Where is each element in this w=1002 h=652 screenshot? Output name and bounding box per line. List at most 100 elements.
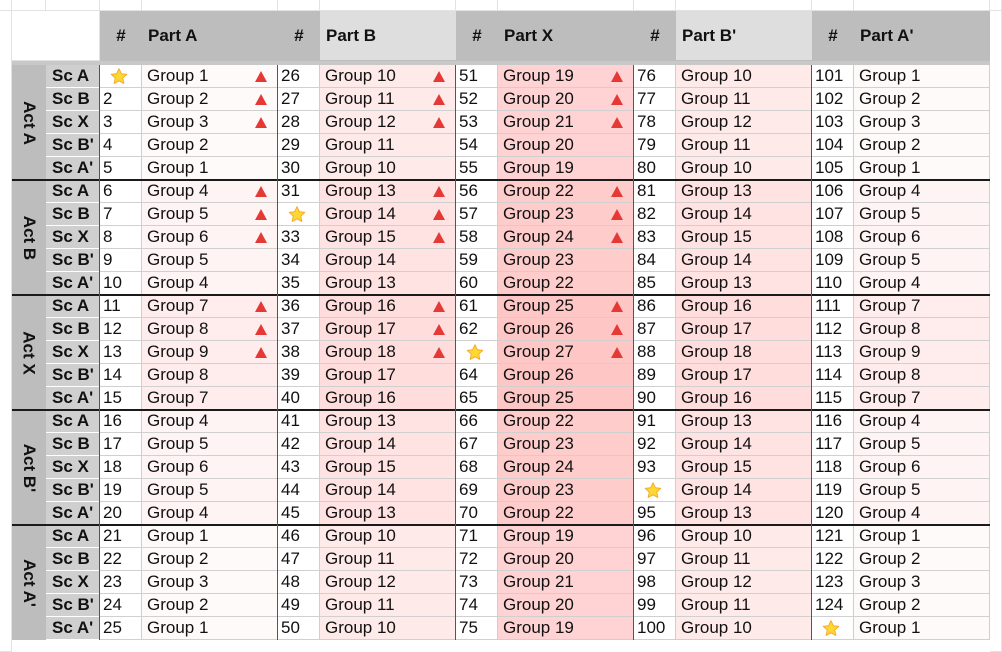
cell-number[interactable]: 119: [812, 479, 854, 502]
cell-number[interactable]: 78: [634, 111, 676, 134]
header-part-title[interactable]: Part A': [854, 11, 990, 61]
cell-number[interactable]: 79: [634, 134, 676, 157]
empty-cell[interactable]: [100, 0, 142, 11]
cell-group[interactable]: Group 17: [320, 364, 456, 387]
cell-group[interactable]: Group 26: [498, 364, 634, 387]
cell-group[interactable]: Group 17: [676, 318, 812, 341]
cell-group[interactable]: Group 11: [320, 594, 456, 617]
cell-group[interactable]: Group 10: [320, 525, 456, 548]
cell-group[interactable]: Group 10: [676, 525, 812, 548]
cell-group[interactable]: Group 11: [320, 134, 456, 157]
cell-group[interactable]: Group 4: [142, 180, 278, 203]
cell-group[interactable]: Group 18: [320, 341, 456, 364]
cell-number[interactable]: 13: [100, 341, 142, 364]
cell-group[interactable]: Group 23: [498, 203, 634, 226]
cell-group[interactable]: Group 3: [142, 111, 278, 134]
scene-label[interactable]: Sc A: [46, 410, 100, 433]
cell-group[interactable]: Group 24: [498, 456, 634, 479]
cell-group[interactable]: Group 17: [320, 318, 456, 341]
cell-number[interactable]: 92: [634, 433, 676, 456]
cell-number[interactable]: 37: [278, 318, 320, 341]
cell-group[interactable]: Group 13: [676, 410, 812, 433]
cell-number[interactable]: 2: [100, 88, 142, 111]
cell-group[interactable]: Group 2: [854, 548, 990, 571]
cell-star[interactable]: [278, 203, 320, 226]
cell-number[interactable]: 123: [812, 571, 854, 594]
scene-label[interactable]: Sc A': [46, 387, 100, 410]
cell-number[interactable]: 96: [634, 525, 676, 548]
cell-group[interactable]: Group 13: [676, 272, 812, 295]
cell-number[interactable]: 57: [456, 203, 498, 226]
cell-number[interactable]: 102: [812, 88, 854, 111]
empty-cell[interactable]: [676, 0, 812, 11]
cell-group[interactable]: Group 9: [142, 341, 278, 364]
cell-number[interactable]: 114: [812, 364, 854, 387]
cell-number[interactable]: 40: [278, 387, 320, 410]
cell-number[interactable]: 67: [456, 433, 498, 456]
cell-number[interactable]: 111: [812, 295, 854, 318]
cell-number[interactable]: 30: [278, 157, 320, 180]
cell-group[interactable]: Group 5: [854, 203, 990, 226]
cell-group[interactable]: Group 8: [142, 318, 278, 341]
cell-number[interactable]: 29: [278, 134, 320, 157]
cell-number[interactable]: 112: [812, 318, 854, 341]
cell-number[interactable]: 110: [812, 272, 854, 295]
cell-group[interactable]: Group 4: [142, 502, 278, 525]
cell-group[interactable]: Group 13: [320, 410, 456, 433]
cell-number[interactable]: 14: [100, 364, 142, 387]
cell-number[interactable]: 83: [634, 226, 676, 249]
cell-group[interactable]: Group 7: [854, 387, 990, 410]
cell-number[interactable]: 52: [456, 88, 498, 111]
cell-number[interactable]: 87: [634, 318, 676, 341]
cell-star[interactable]: [812, 617, 854, 640]
cell-number[interactable]: 45: [278, 502, 320, 525]
cell-group[interactable]: Group 13: [676, 180, 812, 203]
cell-group[interactable]: Group 17: [676, 364, 812, 387]
cell-number[interactable]: 118: [812, 456, 854, 479]
empty-cell[interactable]: [0, 11, 12, 652]
cell-group[interactable]: Group 7: [854, 295, 990, 318]
cell-number[interactable]: 42: [278, 433, 320, 456]
header-number[interactable]: #: [278, 11, 320, 61]
cell-group[interactable]: Group 20: [498, 548, 634, 571]
cell-group[interactable]: Group 22: [498, 272, 634, 295]
cell-group[interactable]: Group 22: [498, 180, 634, 203]
cell-number[interactable]: 88: [634, 341, 676, 364]
cell-number[interactable]: 117: [812, 433, 854, 456]
header-number[interactable]: #: [634, 11, 676, 61]
cell-number[interactable]: 93: [634, 456, 676, 479]
cell-number[interactable]: 108: [812, 226, 854, 249]
cell-group[interactable]: Group 14: [676, 249, 812, 272]
cell-group[interactable]: Group 3: [854, 111, 990, 134]
cell-number[interactable]: 9: [100, 249, 142, 272]
scene-label[interactable]: Sc A': [46, 502, 100, 525]
cell-group[interactable]: Group 10: [676, 157, 812, 180]
cell-group[interactable]: Group 16: [676, 387, 812, 410]
cell-number[interactable]: 25: [100, 617, 142, 640]
cell-number[interactable]: 7: [100, 203, 142, 226]
cell-group[interactable]: Group 2: [142, 88, 278, 111]
empty-cell[interactable]: [278, 0, 320, 11]
cell-group[interactable]: Group 1: [854, 157, 990, 180]
header-part-title[interactable]: Part B: [320, 11, 456, 61]
cell-group[interactable]: Group 13: [320, 272, 456, 295]
cell-group[interactable]: Group 12: [320, 111, 456, 134]
cell-group[interactable]: Group 5: [142, 203, 278, 226]
cell-number[interactable]: 15: [100, 387, 142, 410]
cell-group[interactable]: Group 20: [498, 594, 634, 617]
cell-group[interactable]: Group 15: [676, 456, 812, 479]
cell-number[interactable]: 107: [812, 203, 854, 226]
cell-group[interactable]: Group 15: [320, 226, 456, 249]
cell-number[interactable]: 85: [634, 272, 676, 295]
cell-group[interactable]: Group 5: [854, 433, 990, 456]
cell-number[interactable]: 62: [456, 318, 498, 341]
cell-group[interactable]: Group 12: [320, 571, 456, 594]
cell-number[interactable]: 10: [100, 272, 142, 295]
cell-group[interactable]: Group 5: [854, 249, 990, 272]
cell-group[interactable]: Group 20: [498, 134, 634, 157]
cell-group[interactable]: Group 22: [498, 410, 634, 433]
cell-number[interactable]: 100: [634, 617, 676, 640]
cell-number[interactable]: 95: [634, 502, 676, 525]
cell-number[interactable]: 122: [812, 548, 854, 571]
cell-group[interactable]: Group 1: [854, 525, 990, 548]
